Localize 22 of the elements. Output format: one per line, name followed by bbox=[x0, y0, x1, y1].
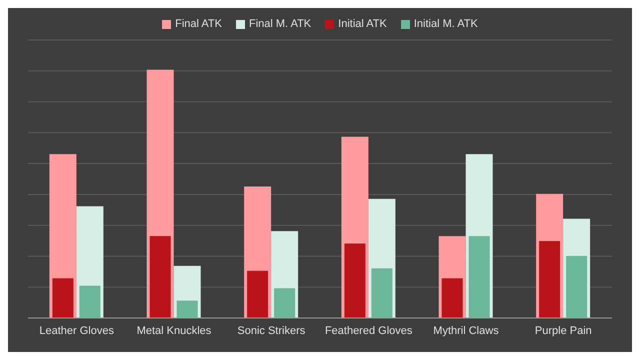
bar bbox=[274, 288, 296, 318]
x-tick-label: Metal Knuckles bbox=[136, 324, 212, 337]
legend-label: Initial ATK bbox=[337, 18, 387, 30]
bar bbox=[442, 278, 463, 318]
bar bbox=[176, 300, 198, 318]
legend-label: Initial M. ATK bbox=[412, 18, 478, 30]
bar bbox=[52, 278, 74, 318]
legend-label: Final ATK bbox=[174, 18, 222, 30]
bar bbox=[566, 256, 588, 318]
bar bbox=[344, 244, 366, 318]
bar bbox=[150, 236, 171, 318]
x-tick-label: Purple Pain bbox=[534, 324, 592, 337]
bar bbox=[247, 270, 268, 318]
x-tick-label: Mythril Claws bbox=[433, 324, 500, 337]
x-tick-label: Sonic Strikers bbox=[237, 324, 306, 337]
x-tick-label: Leather Gloves bbox=[39, 324, 114, 337]
legend-label: Final M. ATK bbox=[248, 18, 312, 30]
x-tick-label: Feathered Gloves bbox=[324, 324, 413, 337]
bar bbox=[79, 286, 100, 318]
bar bbox=[371, 268, 392, 318]
bar bbox=[468, 236, 490, 318]
bar bbox=[539, 241, 560, 318]
